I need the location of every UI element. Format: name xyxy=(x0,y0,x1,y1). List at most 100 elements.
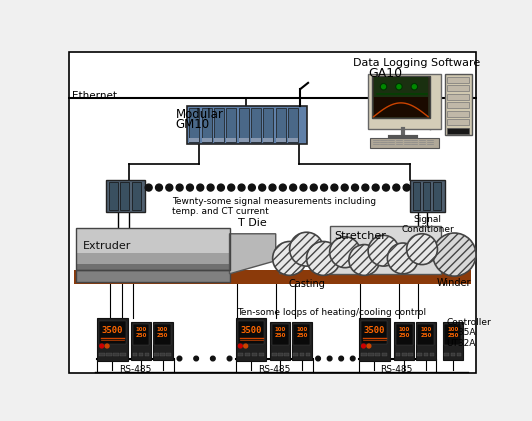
Text: 100
250: 100 250 xyxy=(420,327,431,338)
Text: Ethernet: Ethernet xyxy=(72,91,118,101)
Bar xyxy=(106,180,145,212)
Text: 100
250: 100 250 xyxy=(398,327,410,338)
Text: RS-485: RS-485 xyxy=(119,365,152,374)
Bar xyxy=(447,93,469,100)
Circle shape xyxy=(352,184,359,191)
Bar xyxy=(160,353,165,356)
Bar xyxy=(76,264,229,270)
Text: Controller
UT35A
UT32A: Controller UT35A UT32A xyxy=(447,318,492,347)
Bar xyxy=(76,228,229,253)
Bar xyxy=(423,182,430,210)
Bar xyxy=(263,139,273,142)
Bar xyxy=(74,270,471,284)
Circle shape xyxy=(279,184,286,191)
Circle shape xyxy=(269,184,276,191)
Circle shape xyxy=(396,84,402,90)
Bar xyxy=(300,353,304,356)
Bar xyxy=(76,253,229,264)
Bar xyxy=(373,98,428,117)
Bar xyxy=(411,180,445,212)
Circle shape xyxy=(155,184,162,191)
Bar xyxy=(109,182,118,210)
Bar xyxy=(227,139,236,142)
Bar xyxy=(394,322,414,360)
Bar xyxy=(214,108,224,142)
Bar xyxy=(272,353,277,356)
Text: Extruder: Extruder xyxy=(83,242,131,251)
Bar xyxy=(413,182,420,210)
Bar xyxy=(76,270,229,282)
Bar xyxy=(456,353,461,356)
Bar xyxy=(373,77,428,97)
Bar xyxy=(202,139,212,142)
Bar xyxy=(154,324,171,345)
Bar xyxy=(120,182,129,210)
Bar xyxy=(139,353,143,356)
Circle shape xyxy=(412,85,416,89)
Bar xyxy=(132,353,137,356)
Bar xyxy=(396,324,413,345)
Circle shape xyxy=(218,184,225,191)
Text: Winder: Winder xyxy=(437,278,472,288)
Bar xyxy=(263,108,273,142)
Bar xyxy=(189,139,200,142)
Circle shape xyxy=(100,344,104,348)
Circle shape xyxy=(362,184,369,191)
Bar xyxy=(443,322,463,360)
Circle shape xyxy=(372,184,379,191)
Circle shape xyxy=(327,356,332,361)
Bar xyxy=(167,353,171,356)
Bar xyxy=(276,139,286,142)
Bar xyxy=(372,76,430,118)
Bar xyxy=(330,226,441,274)
Text: Casting: Casting xyxy=(288,279,325,289)
Text: RS-485: RS-485 xyxy=(258,365,290,374)
Circle shape xyxy=(187,184,194,191)
Bar xyxy=(245,353,251,356)
Circle shape xyxy=(411,84,418,90)
Circle shape xyxy=(227,356,232,361)
Bar xyxy=(416,322,436,360)
Bar xyxy=(239,139,249,142)
Bar xyxy=(187,106,306,144)
Circle shape xyxy=(433,233,476,276)
Circle shape xyxy=(368,235,399,266)
Text: GA10: GA10 xyxy=(368,67,402,80)
Bar xyxy=(132,324,149,345)
Bar xyxy=(368,74,441,129)
Text: 100
250: 100 250 xyxy=(135,327,147,338)
Text: Ten-some loops of heating/cooling control: Ten-some loops of heating/cooling contro… xyxy=(237,309,426,317)
Bar xyxy=(236,318,267,361)
Circle shape xyxy=(166,184,173,191)
Bar xyxy=(418,353,422,356)
Bar xyxy=(106,353,112,356)
Bar xyxy=(306,353,310,356)
Text: Stretcher: Stretcher xyxy=(334,231,386,241)
Circle shape xyxy=(351,356,355,361)
Text: GM10: GM10 xyxy=(176,118,210,131)
Circle shape xyxy=(238,184,245,191)
Circle shape xyxy=(177,356,182,361)
Bar xyxy=(447,119,469,125)
Bar xyxy=(359,318,389,361)
Circle shape xyxy=(403,184,410,191)
Bar xyxy=(361,353,367,356)
Circle shape xyxy=(197,184,204,191)
Circle shape xyxy=(207,184,214,191)
Bar xyxy=(294,353,298,356)
Circle shape xyxy=(248,184,255,191)
Bar xyxy=(145,353,149,356)
Bar xyxy=(239,108,249,142)
Circle shape xyxy=(367,344,371,348)
Circle shape xyxy=(306,242,340,275)
Circle shape xyxy=(300,184,307,191)
Circle shape xyxy=(380,84,387,90)
Circle shape xyxy=(310,184,317,191)
Circle shape xyxy=(330,237,360,268)
Bar xyxy=(272,324,289,345)
Bar xyxy=(132,182,141,210)
Bar xyxy=(227,108,236,142)
Circle shape xyxy=(194,356,198,361)
Text: Tewnty-some signal measurements including
temp. and CT current: Tewnty-some signal measurements includin… xyxy=(172,197,376,216)
Bar xyxy=(451,353,455,356)
